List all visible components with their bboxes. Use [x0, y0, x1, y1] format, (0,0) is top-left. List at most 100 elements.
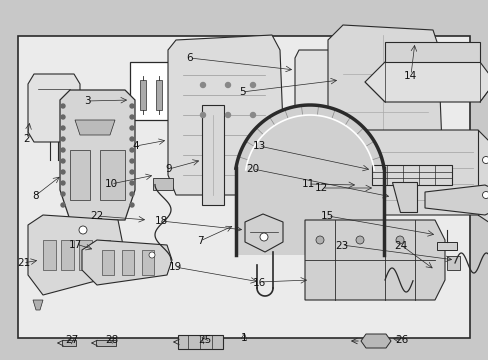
- Polygon shape: [294, 50, 362, 170]
- Text: 21: 21: [17, 258, 30, 268]
- Text: 3: 3: [83, 96, 90, 106]
- Polygon shape: [314, 170, 342, 185]
- Polygon shape: [360, 334, 390, 348]
- Text: 28: 28: [104, 335, 118, 345]
- Polygon shape: [61, 240, 74, 270]
- Polygon shape: [96, 340, 116, 346]
- Circle shape: [130, 126, 134, 130]
- Polygon shape: [178, 335, 223, 349]
- Text: 7: 7: [197, 236, 203, 246]
- Polygon shape: [100, 150, 125, 200]
- Text: 25: 25: [197, 335, 211, 345]
- Circle shape: [61, 115, 65, 119]
- Circle shape: [130, 159, 134, 163]
- Circle shape: [250, 112, 255, 117]
- Text: 23: 23: [335, 240, 348, 251]
- Text: 17: 17: [69, 240, 82, 250]
- Text: 12: 12: [314, 183, 328, 193]
- Circle shape: [225, 82, 230, 87]
- Text: 8: 8: [32, 191, 39, 201]
- Text: 10: 10: [105, 179, 118, 189]
- Text: 4: 4: [132, 141, 139, 151]
- Text: 15: 15: [320, 211, 334, 221]
- Polygon shape: [62, 340, 76, 346]
- Text: 19: 19: [168, 262, 182, 272]
- Polygon shape: [244, 214, 283, 252]
- Text: 1: 1: [241, 333, 247, 343]
- Polygon shape: [202, 105, 224, 205]
- Circle shape: [130, 104, 134, 108]
- Circle shape: [61, 137, 65, 141]
- Text: 6: 6: [186, 53, 193, 63]
- Circle shape: [355, 236, 363, 244]
- Polygon shape: [102, 250, 114, 275]
- Polygon shape: [70, 150, 90, 200]
- Text: 2: 2: [23, 134, 30, 144]
- Circle shape: [130, 203, 134, 207]
- Text: 11: 11: [301, 179, 314, 189]
- Text: 18: 18: [154, 216, 168, 226]
- Polygon shape: [82, 240, 172, 285]
- Text: 22: 22: [90, 211, 103, 221]
- Polygon shape: [79, 240, 92, 270]
- Circle shape: [61, 170, 65, 174]
- Polygon shape: [436, 242, 456, 250]
- Polygon shape: [446, 256, 459, 270]
- Bar: [18, 36, 469, 338]
- Circle shape: [130, 148, 134, 152]
- Polygon shape: [424, 185, 488, 215]
- Circle shape: [395, 236, 403, 244]
- Text: 26: 26: [394, 335, 408, 345]
- Text: 14: 14: [403, 71, 417, 81]
- Circle shape: [79, 226, 87, 234]
- Polygon shape: [60, 90, 135, 220]
- Circle shape: [130, 137, 134, 141]
- Circle shape: [61, 181, 65, 185]
- Circle shape: [61, 192, 65, 196]
- Polygon shape: [327, 25, 442, 190]
- Polygon shape: [156, 80, 162, 110]
- Polygon shape: [153, 178, 173, 190]
- Circle shape: [61, 104, 65, 108]
- Polygon shape: [28, 215, 123, 295]
- Polygon shape: [357, 130, 488, 225]
- Polygon shape: [235, 105, 383, 255]
- Polygon shape: [122, 250, 134, 275]
- Circle shape: [130, 181, 134, 185]
- Bar: [130, 62, 170, 120]
- Polygon shape: [305, 220, 444, 300]
- Polygon shape: [75, 120, 115, 135]
- Circle shape: [225, 112, 230, 117]
- Polygon shape: [43, 240, 56, 270]
- Circle shape: [61, 148, 65, 152]
- Text: 16: 16: [252, 278, 265, 288]
- Polygon shape: [168, 35, 285, 195]
- Circle shape: [200, 82, 205, 87]
- Circle shape: [130, 170, 134, 174]
- Polygon shape: [33, 300, 43, 310]
- Circle shape: [130, 192, 134, 196]
- Circle shape: [200, 112, 205, 117]
- Circle shape: [149, 252, 155, 258]
- Circle shape: [61, 203, 65, 207]
- Circle shape: [260, 233, 267, 241]
- Text: 9: 9: [165, 164, 172, 174]
- Polygon shape: [391, 182, 416, 212]
- Polygon shape: [371, 165, 451, 185]
- Circle shape: [61, 159, 65, 163]
- Circle shape: [482, 157, 488, 163]
- Text: 13: 13: [252, 141, 265, 151]
- Polygon shape: [140, 80, 146, 110]
- Circle shape: [250, 82, 255, 87]
- Polygon shape: [384, 42, 479, 62]
- Text: 20: 20: [246, 164, 259, 174]
- Polygon shape: [28, 74, 80, 142]
- Circle shape: [130, 115, 134, 119]
- Circle shape: [61, 126, 65, 130]
- Text: 5: 5: [238, 87, 245, 97]
- Polygon shape: [364, 62, 488, 102]
- Circle shape: [482, 192, 488, 198]
- Polygon shape: [97, 240, 110, 270]
- Text: 27: 27: [65, 335, 79, 345]
- Circle shape: [315, 236, 324, 244]
